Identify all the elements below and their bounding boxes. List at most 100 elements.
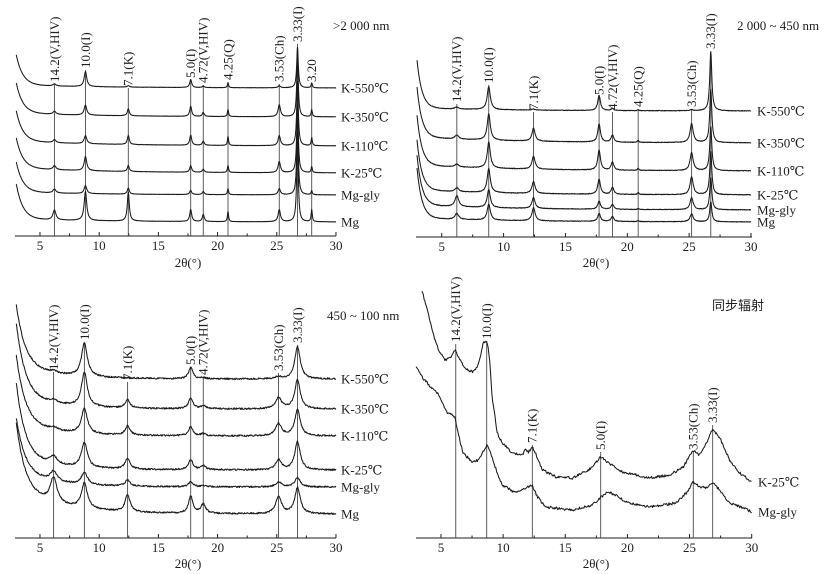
x-tick-label: 25: [270, 540, 283, 555]
xrd-curve-mg-gly: [416, 155, 752, 211]
series-label: K-550℃: [757, 104, 805, 119]
x-tick-label: 20: [621, 540, 634, 555]
series-label: Mg-gly: [758, 505, 798, 520]
x-axis-label: 2θ(°): [583, 556, 610, 571]
series-label: K-25℃: [341, 166, 382, 181]
xrd-curve-mg: [15, 422, 337, 515]
panel-top-left: >2 000 nm 2θ(°) 5 10 15 20 25 30 14.2(V,HIV) 10…: [15, 6, 389, 270]
reflection-label: 3.53(Ch): [271, 324, 286, 371]
xrd-curve-k-25: [421, 290, 752, 482]
x-tick-label: 30: [329, 540, 342, 555]
xrd-curve-mg-gly: [15, 418, 337, 489]
xrd-curve-k-25: [15, 103, 337, 174]
panel-bottom-right: 同步辐射 2θ(°) 5 10 15 20 25 30 14.2(V,HIV) 10.0(I)…: [415, 277, 799, 571]
series-label: Mg-gly: [341, 480, 381, 495]
panel-top-right: 2 000 ~ 450 nm 2θ(°) 5 10 15 20 25 30 14.2(V,H…: [416, 13, 819, 270]
x-tick-label: 30: [329, 238, 342, 253]
x-tick-label: 25: [270, 238, 283, 253]
series-label: Mg: [757, 215, 776, 230]
x-tick-label: 25: [683, 540, 696, 555]
reflection-label: 7.1(K): [121, 52, 136, 86]
series-label: K-350℃: [341, 402, 389, 417]
reflection-label: 14.2(V,HIV): [448, 277, 463, 342]
reflection-label: 10.0(I): [481, 47, 496, 83]
series-label: K-350℃: [757, 136, 805, 151]
x-tick-label: 20: [211, 238, 224, 253]
panel-title: 2 000 ~ 450 nm: [737, 18, 819, 33]
reflection-label: 14.2(V,HIV): [46, 305, 61, 370]
reflection-label: 3.33(I): [290, 6, 305, 42]
series-label: K-550℃: [341, 81, 389, 96]
xrd-curve-k-550: [15, 46, 337, 89]
x-tick-label: 5: [438, 239, 445, 254]
reflection-label: 3.53(Ch): [684, 60, 699, 107]
x-tick-label: 20: [621, 239, 634, 254]
reflection-label: 4.72(V,HIV): [605, 45, 620, 110]
series-label: K-25℃: [757, 188, 798, 203]
x-tick-label: 30: [744, 239, 757, 254]
series-label: K-110℃: [341, 139, 388, 154]
series-label: Mg: [341, 215, 360, 230]
reflection-label: 4.72(V,HIV): [196, 18, 211, 83]
reflection-label: 3.53(Ch): [272, 35, 287, 82]
series-label: K-25℃: [758, 475, 799, 490]
xrd-curve-k-550: [416, 51, 752, 112]
xrd-curve-k-350: [15, 323, 337, 410]
reflection-label: 3.33(I): [705, 387, 720, 423]
panel-bottom-left: 450 ~ 100 nm 2θ(°) 5 10 15 20 25 30 14.2(V,HIV…: [15, 304, 399, 571]
x-tick-label: 20: [211, 540, 224, 555]
reflection-label: 3.20: [304, 59, 319, 82]
x-axis-label: 2θ(°): [583, 255, 610, 270]
reflection-label: 7.1(K): [120, 346, 135, 380]
x-tick-label: 10: [93, 540, 106, 555]
x-tick-label: 25: [683, 239, 696, 254]
series-label: K-25℃: [341, 463, 382, 478]
xrd-curve-k-25: [15, 382, 337, 471]
xrd-curve-k-110: [15, 81, 337, 147]
x-tick-label: 10: [93, 238, 106, 253]
xrd-curve-k-550: [15, 304, 337, 381]
reflection-label: 10.0(I): [78, 32, 93, 68]
x-tick-label: 5: [37, 238, 44, 253]
xrd-curve-k-350: [416, 87, 752, 144]
xrd-curve-k-110: [416, 115, 752, 172]
reflection-label: 5.0(I): [183, 336, 198, 365]
x-tick-label: 15: [559, 239, 572, 254]
x-tick-label: 10: [497, 239, 510, 254]
reflection-label: 10.0(I): [479, 303, 494, 339]
series-label: Mg: [341, 507, 360, 522]
series-label: K-110℃: [757, 164, 804, 179]
panel-title: 同步辐射: [712, 298, 764, 313]
x-tick-label: 15: [559, 540, 572, 555]
reflection-label: 3.53(Ch): [686, 403, 701, 450]
reflection-label: 7.1(K): [526, 76, 541, 110]
xrd-curve-mg: [15, 137, 337, 223]
series-label: K-550℃: [341, 372, 389, 387]
reflection-label: 14.2(V,HIV): [449, 37, 464, 102]
reflection-label: 14.2(V,HIV): [47, 17, 62, 82]
reflection-label: 10.0(I): [77, 304, 92, 340]
reflection-label: 5.0(I): [592, 66, 607, 95]
xrd-curve-mg: [416, 167, 752, 223]
x-tick-label: 10: [497, 540, 510, 555]
reflection-label: 5.0(I): [183, 49, 198, 78]
reflection-label: 4.25(Q): [220, 39, 235, 80]
x-tick-label: 15: [152, 540, 165, 555]
x-axis-label: 2θ(°): [175, 255, 202, 270]
reflection-label: 7.1(K): [525, 409, 540, 443]
x-tick-label: 5: [37, 540, 44, 555]
xrd-curve-k-25: [416, 139, 752, 196]
x-tick-label: 5: [438, 540, 445, 555]
xrd-curve-mg-gly: [415, 366, 752, 514]
reflection-label: 4.25(Q): [631, 66, 646, 107]
x-tick-label: 30: [745, 540, 758, 555]
xrd-curve-k-350: [15, 57, 337, 118]
series-label: K-350℃: [341, 110, 389, 125]
series-label: K-110℃: [341, 429, 388, 444]
reflection-label: 4.72(V,HIV): [196, 310, 211, 375]
xrd-curve-mg-gly: [15, 120, 337, 196]
xrd-curve-k-110: [15, 354, 337, 438]
reflection-label: 3.33(I): [703, 13, 718, 49]
x-axis-label: 2θ(°): [175, 556, 202, 571]
